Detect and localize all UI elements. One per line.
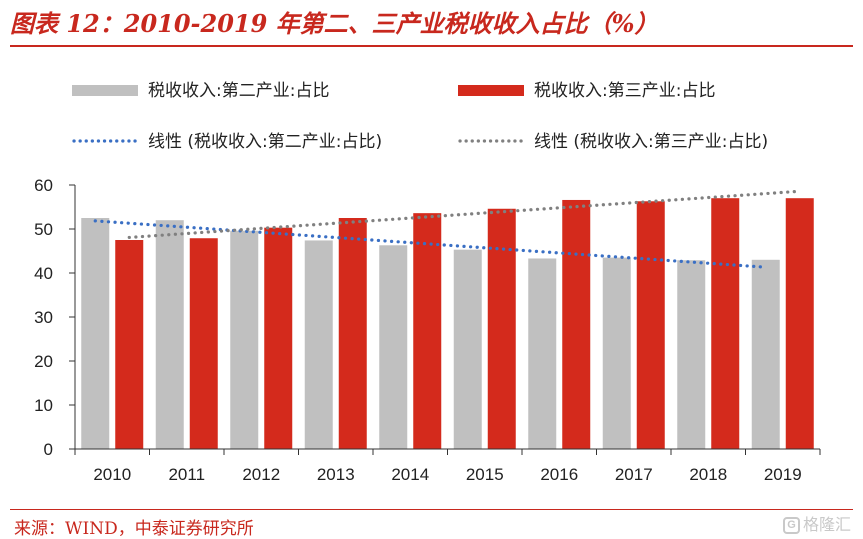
y-tick-label-0: 0 (44, 440, 53, 459)
title-divider (10, 45, 853, 47)
legend-swatch-1 (72, 85, 138, 96)
bar-secondary-2010 (81, 218, 110, 449)
watermark-text: 格隆汇 (802, 517, 851, 534)
bar-secondary-2018 (677, 260, 706, 449)
bar-tertiary-2017 (636, 201, 665, 449)
bar-tertiary-2015 (487, 208, 516, 449)
x-tick-label-2011: 2011 (168, 465, 205, 484)
bar-tertiary-2014 (413, 213, 442, 449)
bar-secondary-2012 (230, 230, 259, 449)
bar-secondary-2013 (304, 240, 333, 449)
y-tick-label-30: 30 (34, 308, 53, 327)
y-tick-label-10: 10 (34, 396, 53, 415)
x-tick-label-2014: 2014 (391, 465, 429, 484)
legend-label-2: 税收收入:第三产业:占比 (534, 81, 715, 101)
source-divider (10, 509, 853, 510)
chart-title: 图表 12：2010-2019 年第二、三产业税收收入占比（%） (10, 9, 659, 38)
bar-secondary-2017 (602, 257, 631, 449)
y-tick-label-40: 40 (34, 264, 53, 283)
bar-tertiary-2018 (711, 198, 740, 449)
y-tick-label-20: 20 (34, 352, 53, 371)
legend-swatch-2 (458, 85, 524, 96)
x-tick-label-2018: 2018 (689, 465, 727, 484)
x-tick-label-2016: 2016 (540, 465, 578, 484)
y-tick-label-60: 60 (34, 176, 53, 195)
bar-secondary-2016 (528, 258, 557, 449)
trendline-tertiary (127, 189, 802, 240)
x-tick-label-2017: 2017 (615, 465, 653, 484)
bar-tertiary-2012 (264, 227, 293, 449)
x-tick-label-2015: 2015 (466, 465, 504, 484)
watermark: G 格隆汇 (782, 511, 851, 535)
x-tick-label-2013: 2013 (317, 465, 355, 484)
bar-secondary-2014 (379, 245, 408, 449)
y-tick-label-50: 50 (34, 220, 53, 239)
bar-tertiary-2013 (338, 218, 367, 449)
watermark-logo-icon: G (782, 517, 800, 535)
bar-secondary-2015 (453, 249, 482, 449)
bar-secondary-2019 (751, 259, 780, 449)
x-tick-label-2012: 2012 (242, 465, 280, 484)
legend-label-1: 税收收入:第二产业:占比 (148, 81, 329, 101)
trendline-secondary (93, 219, 768, 269)
bar-tertiary-2019 (785, 198, 814, 449)
axes: 0 10 20 30 40 50 60 2010 2011 2012 2013 2014 2015 201… (34, 176, 821, 484)
x-tick-label-2019: 2019 (764, 465, 802, 484)
bar-tertiary-2011 (189, 238, 218, 449)
source-note: 来源：WIND，中泰证券研究所 (14, 519, 254, 539)
legend-label-4: 线性 (税收收入:第三产业:占比) (534, 132, 768, 152)
trendlines (93, 189, 802, 269)
legend-label-3: 线性 (税收收入:第二产业:占比) (148, 132, 382, 152)
bar-tertiary-2010 (115, 240, 144, 449)
bar-tertiary-2016 (562, 199, 591, 449)
bar-secondary-2011 (155, 220, 184, 449)
bars (81, 198, 814, 449)
x-tick-label-2010: 2010 (93, 465, 131, 484)
